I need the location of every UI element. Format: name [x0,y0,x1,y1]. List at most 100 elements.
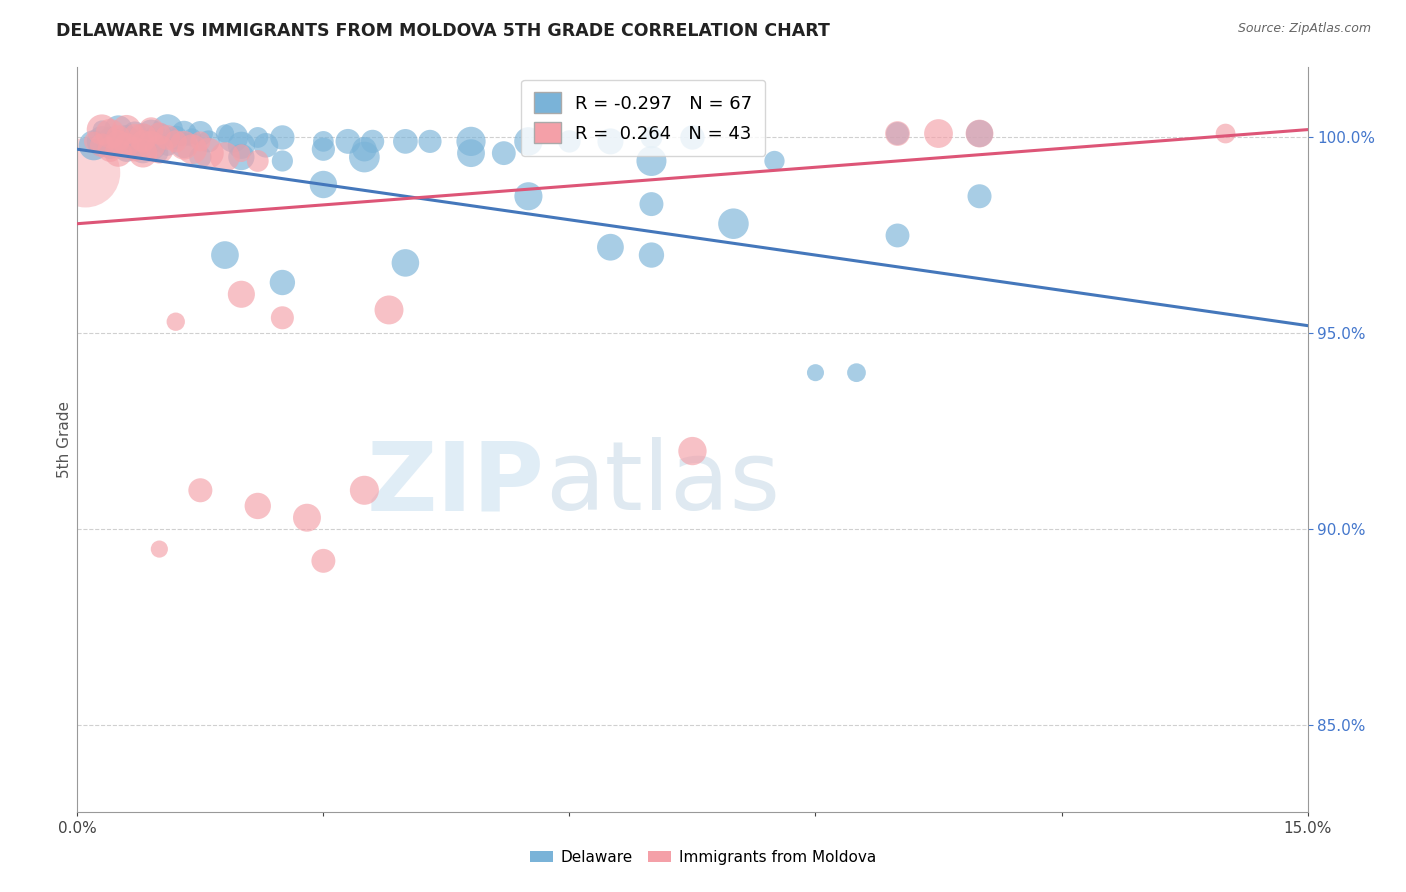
Point [98,130,121,145]
Point [156,138,179,153]
Point [188,483,212,498]
Point [141,138,163,153]
Legend: R = -0.297   N = 67, R =  0.264   N = 43: R = -0.297 N = 67, R = 0.264 N = 43 [522,79,765,156]
Point [156,122,179,136]
Point [271,310,294,325]
Point [928,127,950,141]
Point [312,178,335,192]
Point [558,135,581,149]
Point [763,153,786,168]
Point [312,554,335,568]
Point [353,142,375,156]
Point [132,130,155,145]
Point [148,142,170,156]
Point [156,130,179,145]
Point [107,122,129,136]
Point [1215,127,1237,141]
Point [132,130,155,145]
Point [353,483,375,498]
Point [804,366,827,380]
Point [148,542,170,557]
Point [181,142,204,156]
Point [98,142,121,156]
Point [181,130,204,145]
Point [83,138,105,153]
Point [246,499,269,513]
Point [246,153,269,168]
Point [165,130,187,145]
Text: DELAWARE VS IMMIGRANTS FROM MOLDOVA 5TH GRADE CORRELATION CHART: DELAWARE VS IMMIGRANTS FROM MOLDOVA 5TH … [56,22,830,40]
Point [295,510,318,524]
Point [419,135,441,149]
Point [312,142,335,156]
Point [640,130,662,145]
Point [124,138,146,153]
Text: ZIP: ZIP [367,437,546,531]
Point [231,150,253,164]
Point [271,130,294,145]
Point [188,135,212,149]
Point [173,138,195,153]
Point [492,146,515,161]
Point [361,135,384,149]
Point [599,135,621,149]
Point [165,315,187,329]
Point [969,127,991,141]
Point [83,135,105,149]
Point [90,135,114,149]
Point [90,138,114,153]
Point [378,302,401,317]
Point [90,122,114,136]
Point [640,197,662,211]
Point [353,150,375,164]
Point [107,135,129,149]
Point [271,153,294,168]
Point [460,146,482,161]
Point [969,127,991,141]
Point [173,127,195,141]
Point [132,142,155,156]
Point [312,135,335,149]
Point [723,217,745,231]
Point [214,150,236,164]
Legend: Delaware, Immigrants from Moldova: Delaware, Immigrants from Moldova [524,844,882,871]
Point [115,122,138,136]
Point [98,142,121,156]
Point [845,366,868,380]
Point [517,189,540,203]
Point [599,240,621,254]
Point [141,122,163,136]
Point [682,444,704,458]
Point [107,130,129,145]
Point [231,138,253,153]
Point [90,122,114,136]
Point [148,146,170,161]
Point [107,135,129,149]
Point [148,127,170,141]
Point [197,135,219,149]
Y-axis label: 5th Grade: 5th Grade [56,401,72,478]
Point [165,135,187,149]
Point [173,138,195,153]
Point [115,142,138,156]
Point [254,138,277,153]
Point [107,146,129,161]
Text: Source: ZipAtlas.com: Source: ZipAtlas.com [1237,22,1371,36]
Point [231,287,253,301]
Point [460,135,482,149]
Point [132,135,155,149]
Point [132,146,155,161]
Point [246,130,269,145]
Point [640,153,662,168]
Point [124,127,146,141]
Point [75,166,97,180]
Point [969,189,991,203]
Point [124,142,146,156]
Point [271,276,294,290]
Point [188,150,212,164]
Point [337,135,360,149]
Point [886,127,908,141]
Point [222,130,245,145]
Point [98,127,121,141]
Point [886,127,908,141]
